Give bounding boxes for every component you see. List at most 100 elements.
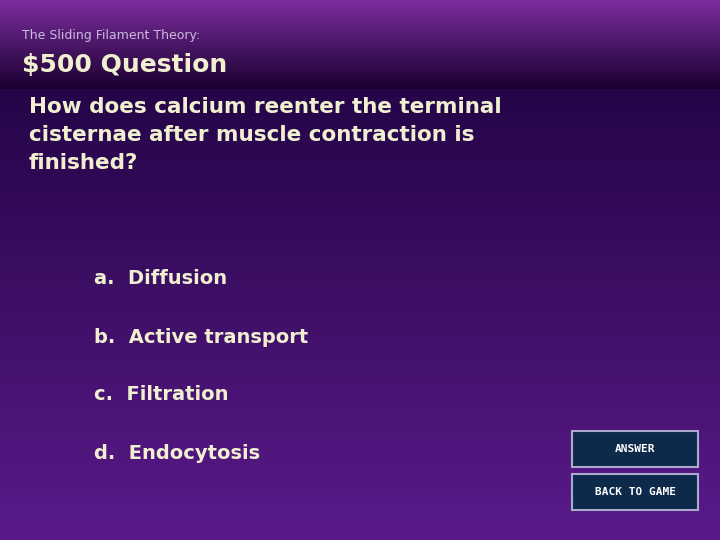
Bar xyxy=(0,294,720,297)
Bar xyxy=(0,68,720,69)
Bar xyxy=(0,502,720,505)
Bar xyxy=(0,56,720,57)
Bar xyxy=(0,313,720,316)
Bar xyxy=(0,516,720,518)
Text: a.  Diffusion: a. Diffusion xyxy=(94,268,227,288)
Bar xyxy=(0,494,720,497)
Bar xyxy=(0,50,720,51)
Text: c.  Filtration: c. Filtration xyxy=(94,384,228,404)
Bar xyxy=(0,278,720,281)
Bar xyxy=(0,186,720,189)
Bar xyxy=(0,319,720,321)
Bar xyxy=(0,85,720,86)
Bar xyxy=(0,284,720,286)
Bar xyxy=(0,440,720,443)
Bar xyxy=(0,532,720,535)
Text: b.  Active transport: b. Active transport xyxy=(94,328,308,347)
Bar xyxy=(0,19,720,20)
Bar xyxy=(0,165,720,167)
Bar xyxy=(0,235,720,238)
Bar xyxy=(0,413,720,416)
Bar xyxy=(0,9,720,10)
Bar xyxy=(0,14,720,15)
Bar xyxy=(0,78,720,79)
Bar xyxy=(0,265,720,267)
Bar xyxy=(0,70,720,71)
Bar xyxy=(0,448,720,451)
Bar xyxy=(0,14,720,16)
Bar xyxy=(0,38,720,40)
Bar xyxy=(0,248,720,251)
Bar xyxy=(0,316,720,319)
Bar xyxy=(0,510,720,513)
Bar xyxy=(0,267,720,270)
Bar xyxy=(0,392,720,394)
Bar xyxy=(0,51,720,52)
Bar xyxy=(0,300,720,302)
Bar xyxy=(0,356,720,359)
Bar xyxy=(0,30,720,31)
Bar xyxy=(0,429,720,432)
Bar xyxy=(0,167,720,170)
Bar xyxy=(0,20,720,21)
Bar xyxy=(0,70,720,73)
Bar xyxy=(0,348,720,351)
Bar xyxy=(0,346,720,348)
Bar xyxy=(0,22,720,23)
Bar xyxy=(0,0,720,1)
Bar xyxy=(0,82,720,83)
Bar xyxy=(0,36,720,37)
Bar xyxy=(0,154,720,157)
Bar xyxy=(0,10,720,11)
Bar xyxy=(0,386,720,389)
Bar xyxy=(0,178,720,181)
Bar xyxy=(0,389,720,392)
Bar xyxy=(0,148,720,151)
Bar xyxy=(0,26,720,28)
Bar xyxy=(0,62,720,64)
Bar xyxy=(0,47,720,48)
Bar xyxy=(0,16,720,19)
Bar xyxy=(0,340,720,343)
Bar xyxy=(0,43,720,45)
Bar xyxy=(0,297,720,300)
Bar xyxy=(0,92,720,94)
Bar xyxy=(0,383,720,386)
Bar xyxy=(0,39,720,40)
Bar xyxy=(0,451,720,454)
Bar xyxy=(0,524,720,526)
Bar xyxy=(0,256,720,259)
Bar xyxy=(0,435,720,437)
Bar xyxy=(0,286,720,289)
Bar xyxy=(0,446,720,448)
Bar xyxy=(0,227,720,229)
Bar xyxy=(0,200,720,202)
Bar xyxy=(0,78,720,81)
Bar xyxy=(0,52,720,53)
Bar xyxy=(0,259,720,262)
Bar xyxy=(0,76,720,77)
Bar xyxy=(0,324,720,327)
Bar xyxy=(0,18,720,19)
Bar xyxy=(0,53,720,55)
Bar xyxy=(0,122,720,124)
Bar xyxy=(0,364,720,367)
Bar xyxy=(0,157,720,159)
Bar xyxy=(0,59,720,62)
Bar xyxy=(0,205,720,208)
Bar xyxy=(0,197,720,200)
Bar xyxy=(0,221,720,224)
Bar xyxy=(0,55,720,56)
Bar xyxy=(0,173,720,176)
Bar xyxy=(0,305,720,308)
Bar xyxy=(0,202,720,205)
Bar xyxy=(0,12,720,14)
Bar xyxy=(0,224,720,227)
Bar xyxy=(0,375,720,378)
Bar xyxy=(0,35,720,38)
Bar xyxy=(0,254,720,256)
Bar xyxy=(0,86,720,89)
Bar xyxy=(0,72,720,73)
Bar xyxy=(0,505,720,508)
Bar xyxy=(0,49,720,50)
